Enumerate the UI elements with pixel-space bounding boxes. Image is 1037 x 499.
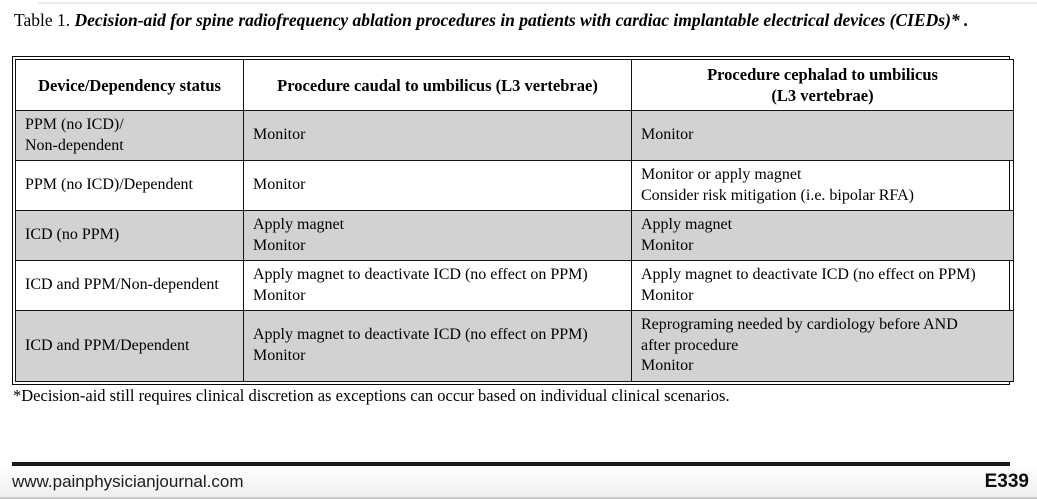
col-header-device-status: Device/Dependency status bbox=[15, 58, 244, 112]
cell-caudal: Apply magnet to deactivate ICD (no effec… bbox=[243, 260, 632, 312]
table-row-ppm-noicd-dependent: PPM (no ICD)/Dependent Monitor Monitor o… bbox=[15, 160, 1014, 212]
cell-caudal: Apply magnet to deactivate ICD (no effec… bbox=[243, 310, 632, 382]
table-row-icd-ppm-dependent: ICD and PPM/Dependent Apply magnet to de… bbox=[15, 310, 1014, 382]
cell-cephalad: Monitor or apply magnet Consider risk mi… bbox=[631, 160, 1014, 212]
cell-device-status: PPM (no ICD)/Dependent bbox=[15, 160, 244, 212]
journal-url[interactable]: www.painphysicianjournal.com bbox=[12, 472, 244, 491]
cell-device-status: PPM (no ICD)/ Non-dependent bbox=[15, 110, 244, 162]
cell-caudal: Monitor bbox=[243, 160, 632, 212]
cell-device-status: ICD and PPM/Non-dependent bbox=[15, 260, 244, 312]
table-caption-label: Table 1. bbox=[14, 10, 71, 30]
table-row-ppm-noicd-nondependent: PPM (no ICD)/ Non-dependent Monitor Moni… bbox=[15, 110, 1014, 162]
cell-caudal: Apply magnet Monitor bbox=[243, 210, 632, 262]
cell-cephalad: Apply magnet to deactivate ICD (no effec… bbox=[631, 260, 1014, 312]
page-number: E339 bbox=[984, 471, 1029, 492]
cell-cephalad: Apply magnet Monitor bbox=[631, 210, 1014, 262]
table-caption: Table 1. Decision-aid for spine radiofre… bbox=[14, 10, 968, 32]
decision-aid-table-frame: Device/Dependency status Procedure cauda… bbox=[12, 56, 1014, 385]
table-row-icd-noppm: ICD (no PPM) Apply magnet Monitor Apply … bbox=[15, 210, 1014, 262]
col-header-caudal: Procedure caudal to umbilicus (L3 verteb… bbox=[243, 58, 632, 112]
cell-caudal: Monitor bbox=[243, 110, 632, 162]
decision-aid-table: Device/Dependency status Procedure cauda… bbox=[15, 58, 1014, 382]
table-caption-title: Decision-aid for spine radiofrequency ab… bbox=[74, 10, 969, 30]
table-footnote: *Decision-aid still requires clinical di… bbox=[13, 386, 730, 405]
page-top-edge-line bbox=[38, 2, 1037, 4]
table-row-icd-ppm-nondependent: ICD and PPM/Non-dependent Apply magnet t… bbox=[15, 260, 1014, 312]
page-footer: www.painphysicianjournal.com E339 bbox=[0, 467, 1037, 499]
col-header-cephalad: Procedure cephalad to umbilicus (L3 vert… bbox=[631, 58, 1014, 112]
footer-rule bbox=[12, 462, 1010, 466]
table-header-row: Device/Dependency status Procedure cauda… bbox=[15, 58, 1014, 112]
cell-device-status: ICD and PPM/Dependent bbox=[15, 310, 244, 382]
cell-device-status: ICD (no PPM) bbox=[15, 210, 244, 262]
cell-cephalad: Reprograming needed by cardiology before… bbox=[631, 310, 1014, 382]
cell-cephalad: Monitor bbox=[631, 110, 1014, 162]
